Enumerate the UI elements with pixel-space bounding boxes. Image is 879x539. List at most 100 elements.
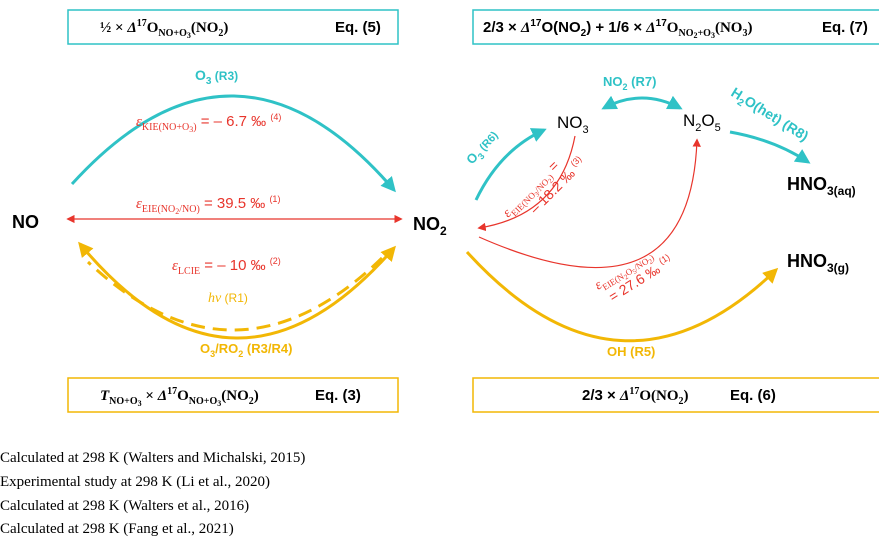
text-part: × [142, 388, 158, 404]
text-part: 17 [137, 18, 147, 29]
text-part: NO [413, 214, 440, 234]
text-part: Δ [645, 20, 655, 36]
arrow [78, 241, 396, 340]
text-part: 17 [656, 18, 668, 29]
text-part: ) [223, 20, 228, 36]
text-part: 2 [647, 257, 655, 266]
text-part: (NO [191, 20, 219, 36]
text-part: O [147, 20, 159, 36]
fractionation: εKIE(NO+O3) = – 6.7 ‰ (4) [136, 112, 281, 134]
text-part: 3 [476, 151, 487, 161]
text-part: hν [208, 291, 222, 306]
text-part: ) [684, 388, 689, 404]
text-part: Δ [126, 20, 136, 36]
text-part: Δ [520, 20, 530, 36]
text-part: 2/3 × [582, 387, 620, 404]
text-part: 3 [583, 124, 589, 136]
text-part: ε [136, 196, 142, 212]
species: HNO3(g) [787, 251, 849, 275]
text-part: HNO [787, 251, 827, 271]
fractionation: εEIE(N2O5/NO2)= 27.6 ‰ (1) [592, 239, 675, 308]
text-part: +O [697, 28, 711, 39]
footnote: Calculated at 298 K (Walters et al., 201… [0, 498, 249, 514]
text-part: /RO [215, 341, 238, 356]
text-part: NO [557, 113, 583, 132]
arrow [729, 130, 811, 164]
text-part: O [177, 388, 189, 404]
text-part: ) [648, 252, 656, 262]
text-part: EIE(NO [142, 204, 175, 215]
text-part: O [200, 341, 210, 356]
text-part: O [667, 20, 679, 36]
text-part: = – 10 ‰ [200, 257, 270, 274]
text-part: ε [136, 114, 142, 130]
text-part: 3(aq) [827, 184, 856, 198]
eq-box [67, 377, 399, 413]
text-part: 2 [547, 177, 555, 185]
fractionation: εEIE(NO3/NO2) =– 18.2 ‰ (3) [499, 143, 589, 233]
text-part: 2 [581, 28, 587, 39]
species: NO3 [557, 113, 589, 136]
arrow [477, 135, 576, 232]
text-part: ½ × [100, 20, 127, 36]
text-part: 2 [238, 349, 243, 359]
fractionation: εEIE(NO2/NO) = 39.5 ‰ (1) [136, 194, 280, 216]
footnote: Calculated at 298 K (Fang et al., 2021) [0, 521, 234, 537]
footnote: Calculated at 298 K (Walters and Michals… [0, 450, 305, 466]
text-part: = 39.5 ‰ [200, 195, 270, 212]
text-part: ) [193, 122, 196, 133]
text-part: KIE(NO+O [142, 122, 189, 133]
text-part: = – 6.7 ‰ [197, 113, 271, 130]
text-part: N [683, 111, 695, 130]
text-part: 3 [187, 31, 191, 40]
reaction: NO2 (R7) [603, 74, 656, 92]
reaction: O3 (R6) [463, 127, 503, 169]
text-part: NO [12, 212, 39, 232]
text-part: (NO [715, 20, 743, 36]
equation-label: Eq. (5) [335, 19, 381, 36]
text-part: (2) [270, 256, 281, 266]
text-part: 17 [629, 386, 639, 397]
text-part: 3 [217, 399, 221, 408]
species: HNO3(aq) [787, 174, 856, 198]
text-part: (R1) [221, 291, 248, 305]
text-part: (R6) [475, 129, 500, 155]
text-part: 2 [695, 122, 701, 134]
text-part: 3 [210, 349, 215, 359]
text-part: (1) [657, 252, 672, 266]
arrow [478, 138, 701, 269]
text-part: (1) [269, 194, 280, 204]
text-part: T [100, 388, 110, 404]
reaction: O3 (R3) [195, 67, 238, 87]
text-part: (NO [221, 388, 249, 404]
text-part: HNO [787, 174, 827, 194]
text-part: 5 [631, 267, 639, 276]
text-part: 3 [533, 190, 541, 198]
text-part: O [701, 111, 714, 130]
equation: TNO+O3 × Δ17ONO+O3(NO2) [100, 386, 259, 408]
species: N2O5 [683, 111, 721, 134]
text-part: (R3/R4) [243, 341, 292, 356]
text-part: 2 [440, 224, 447, 238]
text-part: LCIE [178, 266, 200, 277]
equation: 2/3 × Δ17O(NO2) [582, 386, 689, 407]
species: NO [12, 212, 39, 232]
text-part: 3 [742, 28, 747, 39]
text-part: O(NO [541, 19, 580, 36]
footnote: Experimental study at 298 K (Li et al., … [0, 474, 270, 490]
text-part: 17 [167, 386, 177, 397]
eq-box [472, 9, 879, 45]
text-part: NO+O [158, 28, 187, 39]
eq-box [472, 377, 879, 413]
reaction: hν (R1) [208, 291, 248, 306]
arrow [474, 128, 547, 201]
reaction: H2O(het) (R8) [726, 84, 811, 148]
equation-label: Eq. (7) [822, 19, 868, 36]
text-part: 2/3 × [483, 19, 521, 36]
text-part: 3 [138, 399, 142, 408]
text-part: 2 [735, 97, 746, 110]
equation: ½ × Δ17ONO+O3(NO2) [100, 18, 228, 40]
text-part: 2 [249, 396, 254, 407]
